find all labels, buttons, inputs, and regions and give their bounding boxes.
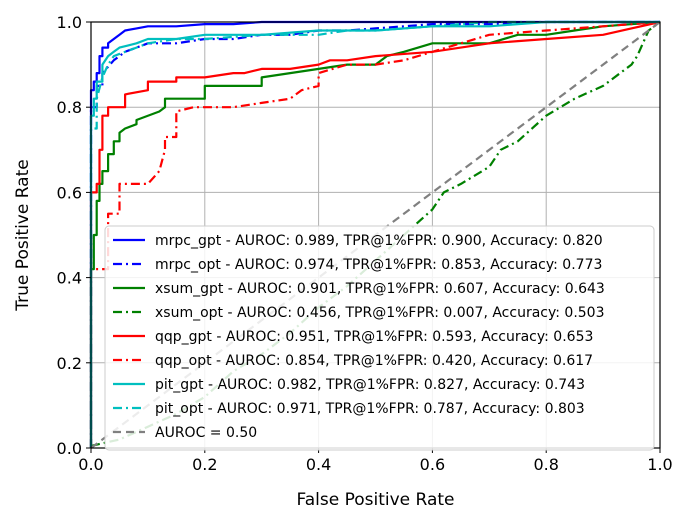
legend-box bbox=[104, 225, 655, 451]
series-line-pit-gpt bbox=[89, 20, 660, 448]
legend-label-qqp-opt: qqp_opt - AUROC: 0.854, TPR@1%FPR: 0.420… bbox=[155, 353, 593, 369]
series-line-qqp-gpt bbox=[89, 20, 661, 448]
y-tick-label: 0.4 bbox=[57, 269, 82, 288]
x-tick-label: 1.0 bbox=[647, 455, 672, 474]
legend-label-xsum-gpt: xsum_gpt - AUROC: 0.901, TPR@1%FPR: 0.60… bbox=[155, 281, 605, 297]
x-tick-label: 0.8 bbox=[533, 455, 558, 474]
legend-label-pit-gpt: pit_gpt - AUROC: 0.982, TPR@1%FPR: 0.827… bbox=[155, 377, 585, 393]
y-tick-label: 0.0 bbox=[57, 439, 82, 458]
y-tick-label: 1.0 bbox=[57, 13, 82, 32]
y-axis-label: True Positive Rate bbox=[13, 159, 33, 311]
x-tick-label: 0.6 bbox=[420, 455, 445, 474]
legend-label-pit-opt: pit_opt - AUROC: 0.971, TPR@1%FPR: 0.787… bbox=[155, 401, 585, 417]
x-axis-label: False Positive Rate bbox=[297, 490, 455, 510]
x-tick-label: 0.4 bbox=[306, 455, 331, 474]
legend: mrpc_gpt - AUROC: 0.989, TPR@1%FPR: 0.90… bbox=[104, 225, 655, 451]
series-line-xsum-gpt bbox=[89, 20, 661, 448]
y-tick-label: 0.8 bbox=[57, 98, 82, 117]
legend-label-mrpc-opt: mrpc_opt - AUROC: 0.974, TPR@1%FPR: 0.85… bbox=[155, 257, 602, 273]
x-tick-label: 0.0 bbox=[78, 455, 103, 474]
y-tick-label: 0.6 bbox=[57, 183, 82, 202]
series-line-pit-opt bbox=[89, 20, 660, 448]
axis-ticks: 0.0 0.2 0.4 0.6 0.8 1.0 0.0 0.2 0.4 0.6 0.8 1.0 bbox=[57, 13, 673, 474]
x-tick-label: 0.2 bbox=[192, 455, 217, 474]
legend-label-xsum-opt: xsum_opt - AUROC: 0.456, TPR@1%FPR: 0.00… bbox=[155, 305, 605, 321]
legend-label-random: AUROC = 0.50 bbox=[155, 425, 257, 441]
legend-label-mrpc-gpt: mrpc_gpt - AUROC: 0.989, TPR@1%FPR: 0.90… bbox=[155, 233, 603, 249]
y-tick-label: 0.2 bbox=[57, 354, 82, 373]
legend-label-qqp-gpt: qqp_gpt - AUROC: 0.951, TPR@1%FPR: 0.593… bbox=[155, 329, 593, 345]
